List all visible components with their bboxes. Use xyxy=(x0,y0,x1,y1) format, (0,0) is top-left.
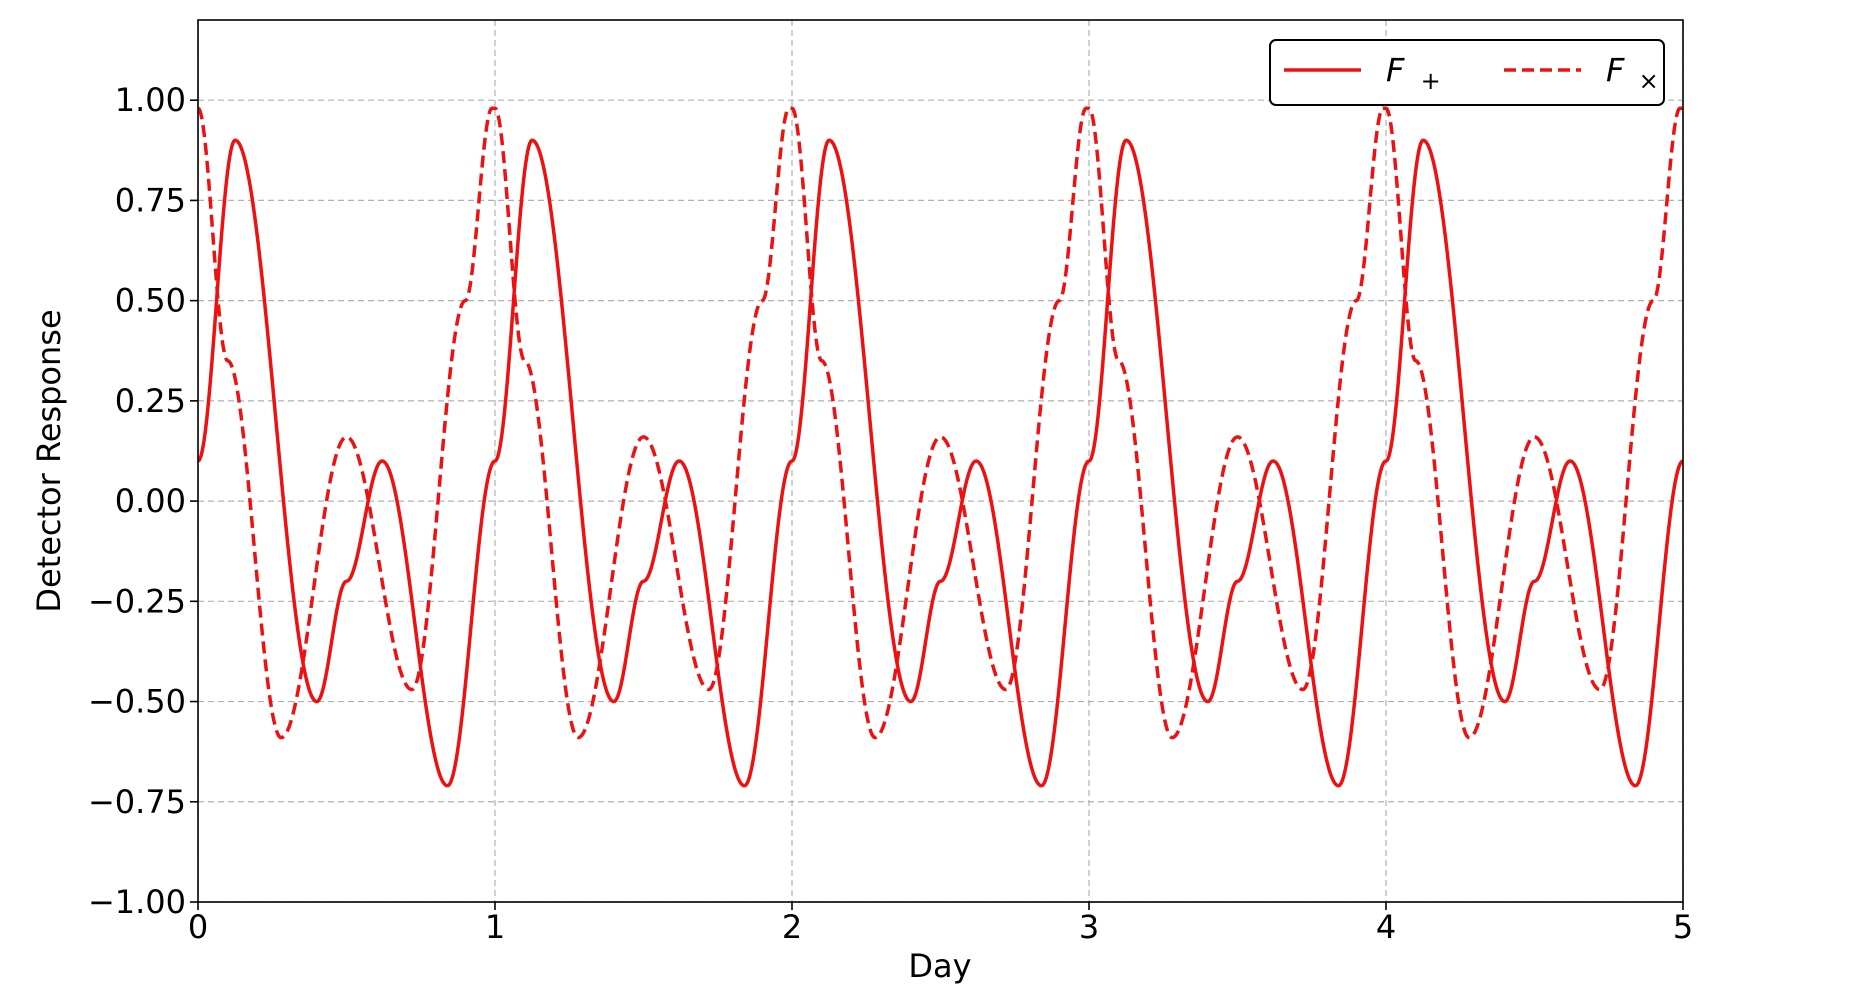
y-tick-label: 0.50 xyxy=(115,282,186,320)
legend-label-f-cross-main: F xyxy=(1606,51,1625,89)
y-axis: −1.00 −0.75 −0.50 −0.25 0.00 0.25 0.50 0.75 1.00 xyxy=(88,81,198,921)
legend-box xyxy=(1269,39,1665,106)
x-axis-label: Day xyxy=(908,947,971,985)
series-line-f-plus xyxy=(198,138,1683,788)
legend-label-f-cross: F × xyxy=(1606,51,1659,95)
series-layer xyxy=(198,106,1683,788)
y-axis-label: Detector Response xyxy=(30,309,68,612)
y-tick-label: 1.00 xyxy=(115,81,186,119)
legend: F + F × xyxy=(1269,39,1665,106)
x-tick-label: 2 xyxy=(782,908,802,946)
y-tick-label: −0.50 xyxy=(88,683,186,721)
y-tick-label: −0.25 xyxy=(88,582,186,620)
x-tick-label: 0 xyxy=(188,908,208,946)
y-tick-label: 0.25 xyxy=(115,382,186,420)
legend-label-f-cross-sub: × xyxy=(1639,67,1659,95)
y-tick-label: 0.00 xyxy=(115,482,186,520)
legend-label-f-plus-main: F xyxy=(1386,51,1405,89)
x-axis: 0 1 2 3 4 5 xyxy=(188,902,1693,946)
y-tick-label: −1.00 xyxy=(88,883,186,921)
plot-frame xyxy=(197,19,1684,903)
x-tick-label: 4 xyxy=(1376,908,1396,946)
legend-label-f-plus: F + xyxy=(1386,51,1441,95)
y-tick-label: −0.75 xyxy=(88,783,186,821)
x-tick-label: 3 xyxy=(1079,908,1099,946)
x-tick-label: 5 xyxy=(1673,908,1693,946)
y-tick-label: 0.75 xyxy=(115,181,186,219)
x-tick-label: 1 xyxy=(485,908,505,946)
legend-label-f-plus-sub: + xyxy=(1421,67,1441,95)
